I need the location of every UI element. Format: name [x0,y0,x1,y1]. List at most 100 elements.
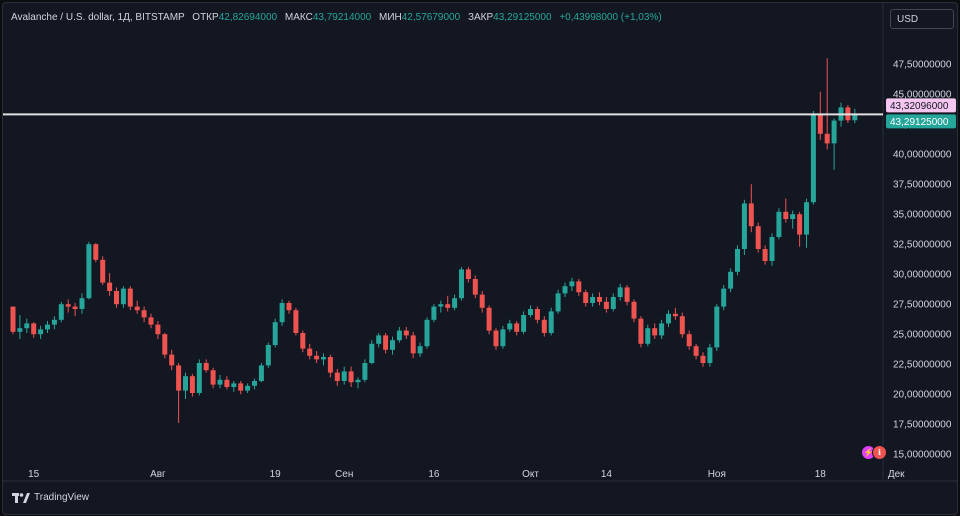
candle-down [797,214,803,235]
candle-up [245,385,251,391]
candle-up [610,297,616,309]
candle-down [783,211,789,219]
candle-up [617,287,623,297]
candle-down [445,304,451,308]
price-line-badge [886,98,956,113]
candle-down [403,330,409,336]
candle-up [452,298,458,308]
candle-down [700,355,706,363]
candle-up [86,244,92,299]
candle-up [735,249,740,272]
candle-up [252,381,257,386]
candle-up [666,313,671,324]
candle-down [314,355,320,360]
candle-down [652,328,658,336]
currency-button[interactable]: USD [890,9,954,29]
candle-up [728,271,734,289]
candle-down [334,372,340,381]
candle-up [769,237,775,261]
candle-down [31,323,37,335]
low-value: 42,57679000 [401,12,461,23]
candle-down [307,348,313,356]
time-tick-label: Авг [150,469,166,480]
candle-down [824,133,830,144]
price-tick-label: 20,00000000 [893,390,952,401]
candle-down [486,307,492,331]
high-value: 43,79214000 [312,12,372,23]
candle-down [514,323,520,332]
price-tick-label: 30,00000000 [893,270,952,281]
time-tick-label: 14 [601,469,613,480]
price-tick-label: 45,00000000 [893,90,952,101]
candle-up [721,288,727,307]
time-tick-label: Дек [888,469,905,480]
tradingview-brand[interactable]: TradingView [12,492,89,503]
candle-up [120,288,126,305]
candle-down [576,281,582,293]
candle-up [231,383,237,387]
brand-name: TradingView [34,492,90,503]
candle-down [176,365,182,391]
candle-up [396,330,402,341]
candle-up [431,306,437,320]
candle-down [300,333,306,349]
candle-up [659,323,665,336]
candle-up [776,211,782,237]
candle-down [169,354,175,366]
candle-up [810,114,816,203]
candle-down [583,292,589,303]
candle-up [341,371,347,381]
candle-down [286,303,292,311]
candle-down [65,304,71,307]
candle-down [238,383,244,391]
price-tick-label: 47,50000000 [893,60,952,71]
info-event-icon[interactable]: ℹ [872,445,887,460]
candle-up [562,286,568,294]
candle-up [555,293,561,312]
candle-up [24,323,30,329]
candle-down [224,379,230,387]
price-tick-label: 27,50000000 [893,300,952,311]
candle-up [217,379,223,385]
open-value: 42,82694000 [218,12,278,23]
candle-down [383,335,389,350]
candle-down [679,316,685,335]
candle-up [79,298,85,309]
candle-down [134,306,140,311]
price-tick-label: 15,00000000 [893,450,952,461]
candle-down [672,313,678,317]
time-tick-label: 19 [270,469,282,480]
price-tick-label: 25,00000000 [893,330,952,341]
candle-up [831,120,837,144]
candle-up [45,324,50,330]
candle-up [258,365,264,381]
candle-down [748,203,754,227]
candle-up [500,329,506,347]
change-value: +0,43998000 (+1,03%) [559,12,662,23]
candle-up [548,311,554,333]
candle-down [148,317,154,325]
candle-down [624,287,630,302]
event-markers: ⚡ ℹ [861,445,887,460]
candle-up [804,202,809,235]
open-label: ОТКР [192,12,219,23]
candlestick-chart[interactable]: 47,5000000045,0000000042,5000000040,0000… [3,3,957,514]
close-label: ЗАКР [467,12,494,23]
candle-up [38,329,44,335]
candle-up [196,363,202,393]
candle-down [693,346,699,356]
time-tick-label: 15 [28,469,40,480]
symbol-label[interactable]: Avalanche / U.S. dollar, 1Д, BITSTAMP [11,12,185,23]
candle-up [58,304,64,320]
candle-up [272,322,278,345]
candle-down [493,330,499,347]
candle-up [741,203,747,249]
candle-down [465,269,471,279]
candle-down [100,259,106,283]
candle-up [521,315,527,332]
last-price-badge [886,114,956,129]
price-tick-label: 32,50000000 [893,240,952,251]
candle-down [327,357,333,373]
candle-up [390,340,395,350]
candle-down [72,306,78,309]
